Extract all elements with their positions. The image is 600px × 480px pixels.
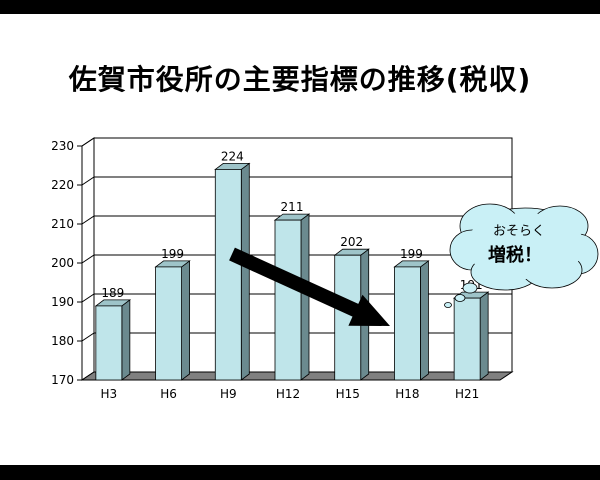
callout-line-1: おそらく — [493, 224, 545, 239]
y-tick-label: 200 — [51, 256, 74, 270]
gridline — [81, 176, 512, 186]
bar-front — [453, 297, 481, 381]
data-label-H3: 189 — [101, 286, 124, 300]
thought-bubble-dot — [462, 282, 478, 294]
bar-side — [240, 162, 250, 381]
gridline — [81, 293, 512, 303]
slide-title: 佐賀市役所の主要指標の推移(税収) — [68, 63, 532, 96]
bar-side — [420, 260, 429, 381]
y-tick-label: 190 — [51, 295, 74, 309]
tax-revenue-bar-chart: 170 180 190 200 210 220 230 189 H3 199 H6 224 H9 211… — [51, 137, 599, 401]
bar-H21 — [452, 291, 490, 381]
bar-H9 — [214, 162, 251, 381]
bar-side — [300, 213, 310, 381]
bar-front — [95, 305, 123, 381]
y-tick-label: 230 — [51, 139, 74, 153]
thought-bubble-dot — [444, 302, 452, 308]
x-tick-label-H6: H6 — [160, 387, 177, 401]
thought-bubble-dot — [454, 294, 466, 302]
x-tick-label-H12: H12 — [276, 387, 300, 401]
x-tick-label-H3: H3 — [101, 387, 118, 401]
bar-side — [479, 291, 489, 381]
x-tick-label-H15: H15 — [336, 387, 360, 401]
bar-front — [274, 219, 302, 381]
bar-front — [155, 266, 182, 381]
gridline — [81, 254, 512, 264]
x-tick-label-H18: H18 — [395, 387, 419, 401]
bar-front — [394, 266, 421, 381]
gridline — [81, 215, 512, 225]
bar-H3 — [94, 299, 132, 381]
y-tick-label: 180 — [51, 334, 74, 348]
bar-H12 — [273, 213, 311, 381]
bar-H18 — [393, 260, 430, 381]
data-label-H6: 199 — [161, 247, 184, 261]
gridline — [81, 137, 512, 147]
thought-bubble-cloud — [465, 213, 585, 279]
bar-side — [121, 299, 131, 381]
data-label-H15: 202 — [340, 235, 363, 249]
bar-side — [181, 260, 190, 381]
bar-front — [214, 168, 242, 381]
data-label-H9: 224 — [221, 149, 244, 163]
x-tick-label-H21: H21 — [455, 387, 479, 401]
data-label-H18: 199 — [400, 247, 423, 261]
callout-line-2: 増税！ — [488, 244, 542, 266]
data-label-H12: 211 — [281, 200, 304, 214]
bar-H6 — [154, 260, 191, 381]
x-tick-label-H9: H9 — [220, 387, 237, 401]
gridline — [81, 332, 512, 342]
slide: 佐賀市役所の主要指標の推移(税収) 170 180 190 200 210 220 230 … — [0, 14, 600, 465]
y-tick-label: 170 — [51, 373, 74, 387]
downward-trend-arrow — [229, 247, 390, 326]
y-tick-label: 220 — [51, 178, 74, 192]
y-tick-label: 210 — [51, 217, 74, 231]
